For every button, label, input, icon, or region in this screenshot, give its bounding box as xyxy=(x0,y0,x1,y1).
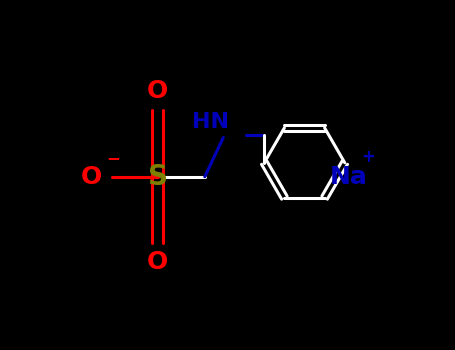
Text: +: + xyxy=(362,148,375,166)
Text: HN: HN xyxy=(192,112,229,132)
Text: −: − xyxy=(106,149,120,167)
Text: S: S xyxy=(147,163,167,191)
Text: O: O xyxy=(147,79,168,103)
Text: Na: Na xyxy=(329,165,367,189)
Text: O: O xyxy=(147,250,168,274)
Text: O: O xyxy=(80,165,101,189)
